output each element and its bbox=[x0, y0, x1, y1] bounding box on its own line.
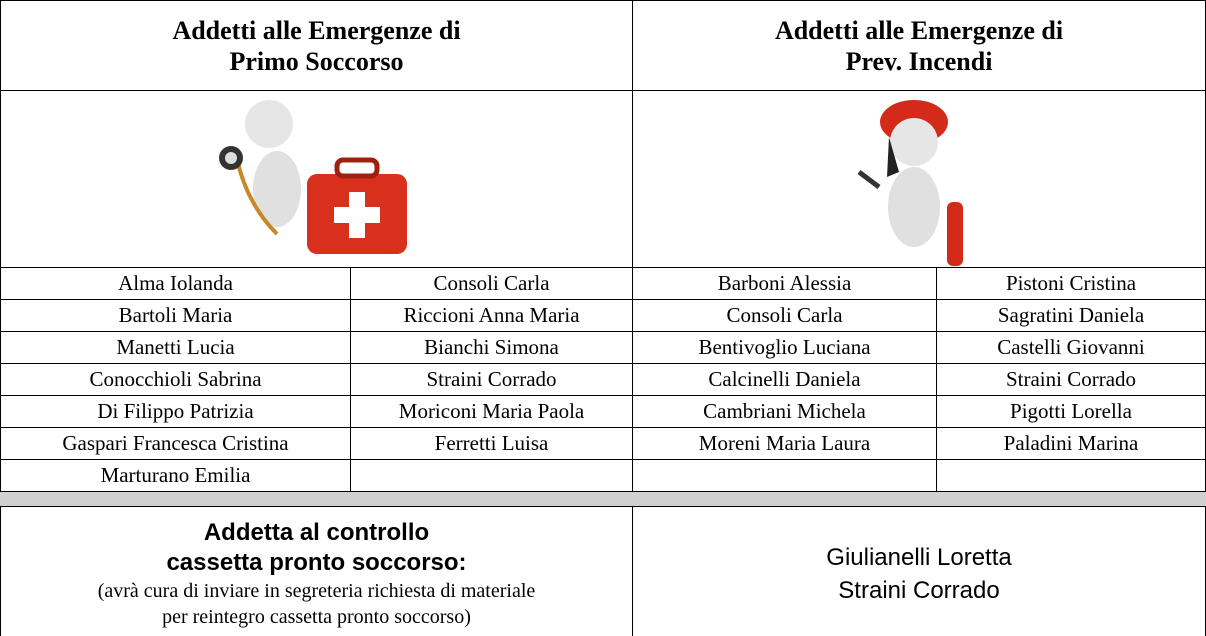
fire-illustration bbox=[857, 99, 963, 266]
person-name: Bianchi Simona bbox=[424, 335, 559, 359]
person-name: Pistoni Cristina bbox=[1005, 271, 1137, 295]
name-cell: Barboni Alessia bbox=[632, 267, 937, 300]
name-cell: Consoli Carla bbox=[632, 299, 937, 332]
person-name: Castelli Giovanni bbox=[997, 335, 1145, 359]
name-cell: Sagratini Daniela bbox=[936, 299, 1206, 332]
person-name: Gaspari Francesca Cristina bbox=[62, 431, 289, 455]
kit-person: Giulianelli Loretta bbox=[826, 544, 1012, 571]
kit-note-line: (avrà cura di inviare in segreteria rich… bbox=[97, 580, 536, 602]
person-name: Cambriani Michela bbox=[703, 399, 866, 423]
name-cell bbox=[632, 459, 937, 492]
header-line: Addetti alle Emergenze di bbox=[774, 15, 1064, 45]
separator-band bbox=[0, 491, 1206, 506]
person-name: Conocchioli Sabrina bbox=[89, 367, 262, 391]
person-name: Alma Iolanda bbox=[118, 271, 233, 295]
person-name: Consoli Carla bbox=[433, 271, 550, 295]
name-cell: Straini Corrado bbox=[936, 363, 1206, 396]
name-cell: Riccioni Anna Maria bbox=[350, 299, 633, 332]
person-name: Bartoli Maria bbox=[118, 303, 233, 327]
header-line: Prev. Incendi bbox=[845, 46, 993, 76]
person-name: Consoli Carla bbox=[726, 303, 843, 327]
kit-title-line: Addetta al controllo bbox=[203, 519, 430, 546]
person-name: Marturano Emilia bbox=[100, 463, 251, 487]
person-name: Calcinelli Daniela bbox=[708, 367, 861, 391]
name-cell: Di Filippo Patrizia bbox=[0, 395, 351, 428]
person-name: Straini Corrado bbox=[1005, 367, 1137, 391]
name-cell: Moriconi Maria Paola bbox=[350, 395, 633, 428]
name-cell: Bianchi Simona bbox=[350, 331, 633, 364]
kit-cell: Addetta al controllo cassetta pronto socc… bbox=[0, 506, 633, 636]
person-name: Di Filippo Patrizia bbox=[97, 399, 254, 423]
fire-image-cell bbox=[632, 90, 1206, 268]
kit-title: Addetta al controllo cassetta pronto socc… bbox=[166, 518, 466, 578]
person-name: Moriconi Maria Paola bbox=[398, 399, 585, 423]
person-name: Ferretti Luisa bbox=[434, 431, 549, 455]
header-line: Addetti alle Emergenze di bbox=[172, 15, 461, 45]
person-name: Riccioni Anna Maria bbox=[403, 303, 580, 327]
person-name: Moreni Maria Laura bbox=[698, 431, 871, 455]
header-cell: Addetti alle Emergenze di Prev. Incendi bbox=[632, 0, 1206, 91]
first-aid-illustration bbox=[218, 100, 407, 254]
person-name: Paladini Marina bbox=[1003, 431, 1139, 455]
name-cell: Moreni Maria Laura bbox=[632, 427, 937, 460]
name-cell: Pistoni Cristina bbox=[936, 267, 1206, 300]
kit-note-line: per reintegro cassetta pronto soccorso) bbox=[162, 606, 471, 628]
kit-person: Straini Corrado bbox=[838, 577, 1000, 604]
name-cell: Gaspari Francesca Cristina bbox=[0, 427, 351, 460]
name-cell: Conocchioli Sabrina bbox=[0, 363, 351, 396]
name-cell bbox=[936, 459, 1206, 492]
name-cell: Calcinelli Daniela bbox=[632, 363, 937, 396]
name-cell: Consoli Carla bbox=[350, 267, 633, 300]
person-name: Sagratini Daniela bbox=[997, 303, 1145, 327]
name-cell: Ferretti Luisa bbox=[350, 427, 633, 460]
name-cell: Bentivoglio Luciana bbox=[632, 331, 937, 364]
name-cell: Bartoli Maria bbox=[0, 299, 351, 332]
name-cell: Straini Corrado bbox=[350, 363, 633, 396]
name-cell: Marturano Emilia bbox=[0, 459, 351, 492]
name-cell bbox=[350, 459, 633, 492]
person-name: Straini Corrado bbox=[426, 367, 557, 391]
header-cell: Addetti alle Emergenze di Primo Soccorso bbox=[0, 0, 633, 91]
person-name: Bentivoglio Luciana bbox=[698, 335, 871, 359]
name-cell: Manetti Lucia bbox=[0, 331, 351, 364]
name-cell: Pigotti Lorella bbox=[936, 395, 1206, 428]
kit-note: (avrà cura di inviare in segreteria rich… bbox=[98, 578, 536, 630]
first-aid-image-cell bbox=[0, 90, 633, 268]
header-line: Primo Soccorso bbox=[229, 46, 404, 76]
name-cell: Cambriani Michela bbox=[632, 395, 937, 428]
kit-title-line: cassetta pronto soccorso: bbox=[166, 549, 467, 576]
person-name: Barboni Alessia bbox=[717, 271, 852, 295]
person-name: Pigotti Lorella bbox=[1010, 399, 1132, 423]
person-name: Manetti Lucia bbox=[116, 335, 235, 359]
name-cell: Paladini Marina bbox=[936, 427, 1206, 460]
kit-names-cell: Giulianelli Loretta Straini Corrado bbox=[632, 506, 1206, 636]
name-cell: Alma Iolanda bbox=[0, 267, 351, 300]
name-cell: Castelli Giovanni bbox=[936, 331, 1206, 364]
